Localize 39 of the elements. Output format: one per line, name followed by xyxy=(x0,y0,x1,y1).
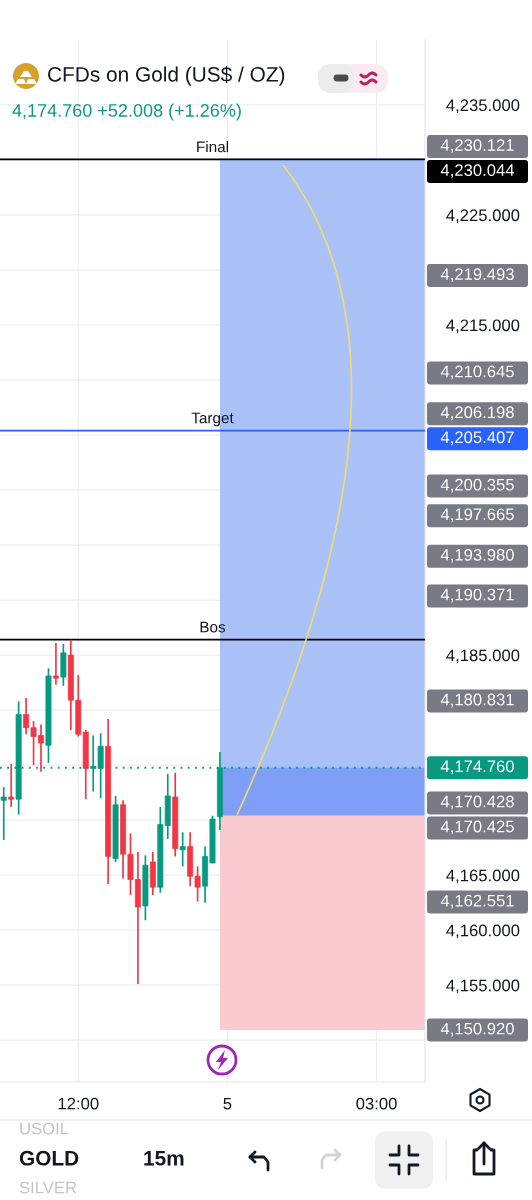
text: 4,193.980 xyxy=(440,548,514,563)
y-tick-label: 4,235.000 xyxy=(446,99,520,114)
text: 4,230.121 xyxy=(440,139,514,153)
text: 4,190.371 xyxy=(440,588,514,603)
candlestick xyxy=(8,763,15,808)
x-tick-label: 03:00 xyxy=(356,1097,397,1110)
x-tick-label: 12:00 xyxy=(58,1097,99,1110)
text: 4,150.920 xyxy=(440,1022,514,1037)
x-tick-label: 5 xyxy=(223,1097,232,1110)
text: CFDs on Gold (US$ / OZ) xyxy=(48,66,285,86)
y-tick-label: 4,185.000 xyxy=(446,649,520,664)
text: 4,230.044 xyxy=(440,164,515,178)
text: 4,200.355 xyxy=(440,478,514,493)
text: 4,206.198 xyxy=(440,406,514,421)
text: 4,174.760 +52.008 (+1.26%) xyxy=(12,103,241,121)
text: 4,170.428 xyxy=(440,795,514,810)
text: 4,205.407 xyxy=(440,431,514,446)
candlestick xyxy=(52,642,59,686)
ref-line-label: Bos xyxy=(200,621,226,633)
text: 4,197.665 xyxy=(440,508,514,523)
y-tick-label: 4,160.000 xyxy=(446,924,520,939)
y-tick-label: 4,215.000 xyxy=(446,319,520,334)
y-tick-label: 4,225.000 xyxy=(446,209,520,224)
y-tick-label: 4,155.000 xyxy=(446,979,520,994)
text: 4,162.551 xyxy=(440,894,514,909)
text: GOLD xyxy=(19,1150,79,1166)
text: 4,219.493 xyxy=(440,268,514,282)
text: USOIL xyxy=(20,1122,69,1135)
text: 4,180.831 xyxy=(440,693,514,708)
text: 4,170.425 xyxy=(440,820,514,835)
ref-line-label: Final xyxy=(197,141,229,153)
text: 4,174.760 xyxy=(440,760,514,775)
candlestick xyxy=(0,786,7,841)
ref-line-label: Target xyxy=(191,412,234,427)
y-tick-label: 4,165.000 xyxy=(446,869,520,884)
text: SILVER xyxy=(19,1181,77,1194)
text: 15m xyxy=(144,1151,184,1166)
text: 4,210.645 xyxy=(440,365,514,380)
candlestick xyxy=(179,831,186,868)
